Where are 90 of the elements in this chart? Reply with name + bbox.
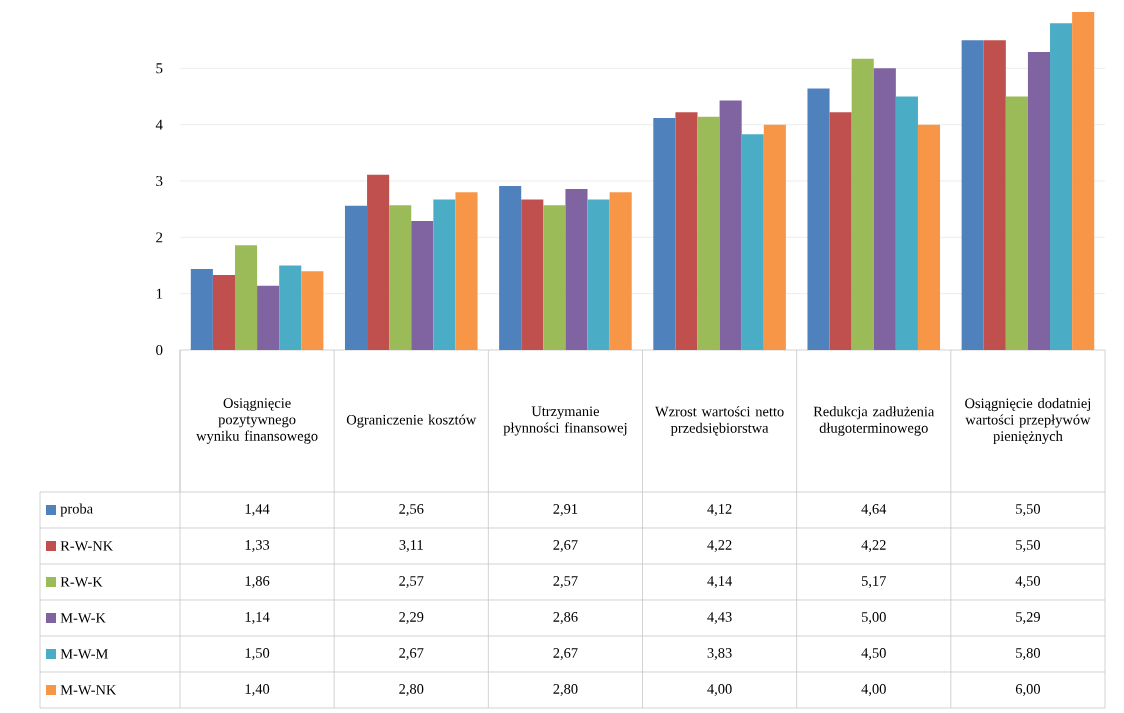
y-tick-label: 0 xyxy=(156,344,163,356)
data-label: 2,67 xyxy=(553,540,578,552)
bar xyxy=(301,271,324,350)
y-tick-label: 5 xyxy=(156,63,163,74)
data-label: 1,44 xyxy=(245,504,270,516)
bar xyxy=(1072,12,1095,350)
data-label: 5,17 xyxy=(861,576,886,588)
data-label: 1,86 xyxy=(245,576,270,588)
data-label: 5,29 xyxy=(1016,612,1040,624)
bar xyxy=(983,40,1006,350)
legend-label: proba xyxy=(60,503,93,517)
data-label: 4,00 xyxy=(861,684,886,696)
data-label: 5,00 xyxy=(861,612,886,624)
x-tick-label: Osiągnięcie dodatniej wartości przepływów pieniężnych xyxy=(965,397,1091,445)
data-label: 5,50 xyxy=(1016,504,1041,516)
bar xyxy=(235,245,258,350)
bar xyxy=(1005,96,1028,350)
y-tick-label: 4 xyxy=(155,119,163,130)
x-tick-label: Osiągnięcie pozytywnego wyniku finansowego xyxy=(196,398,318,444)
x-tick-label: Utrzymanie płynności finansowej xyxy=(503,406,627,436)
bar xyxy=(763,124,786,350)
bar xyxy=(257,285,280,350)
data-label: 2,80 xyxy=(553,684,578,696)
bar xyxy=(895,96,918,350)
data-label: 4,22 xyxy=(707,540,732,552)
bar xyxy=(675,112,698,350)
data-label: 2,56 xyxy=(399,504,424,516)
legend-label: M-W-NK xyxy=(60,685,117,695)
bar xyxy=(212,275,235,350)
legend-label: R-W-NK xyxy=(60,541,114,551)
bar xyxy=(653,117,676,350)
bar xyxy=(719,100,742,350)
legend-label: M-W-M xyxy=(60,649,108,659)
data-label: 4,64 xyxy=(861,504,887,516)
data-label: 1,50 xyxy=(245,648,270,660)
data-label: 2,29 xyxy=(399,612,424,624)
data-label: 4,22 xyxy=(861,540,886,552)
y-tick-label: 1 xyxy=(156,288,163,299)
bar xyxy=(433,199,456,350)
bar xyxy=(829,112,852,350)
data-label: 2,80 xyxy=(399,684,424,696)
data-label: 4,50 xyxy=(861,648,886,660)
bar xyxy=(609,192,632,350)
bar xyxy=(279,265,302,350)
bar xyxy=(1050,23,1073,350)
data-label: 2,86 xyxy=(553,612,578,624)
data-label: 4,43 xyxy=(707,612,732,624)
x-tick-label: Wzrost wartości netto przedsiębiorstwa xyxy=(655,406,784,436)
bar xyxy=(873,68,896,350)
bar xyxy=(499,186,522,350)
data-label: 2,67 xyxy=(553,648,578,660)
bar xyxy=(389,205,412,350)
data-label: 2,67 xyxy=(399,648,424,660)
bar xyxy=(411,220,434,350)
x-tick-label: Ograniczenie kosztów xyxy=(346,414,477,428)
bar xyxy=(190,268,213,350)
data-label: 5,50 xyxy=(1016,540,1041,552)
bar xyxy=(851,58,874,350)
bar xyxy=(344,205,368,350)
y-tick-label: 2 xyxy=(156,232,163,243)
bar xyxy=(697,116,720,350)
data-label: 2,91 xyxy=(553,504,578,516)
x-tick-label: Redukcja zadłużenia długoterminowego xyxy=(813,406,935,436)
data-label: 2,57 xyxy=(553,576,578,588)
data-label: 2,57 xyxy=(399,576,424,588)
data-label: 4,12 xyxy=(707,504,732,516)
bar xyxy=(565,188,588,350)
data-label: 4,50 xyxy=(1015,576,1041,588)
bar xyxy=(1027,52,1051,350)
data-label: 4,00 xyxy=(707,684,732,696)
bar xyxy=(807,88,830,350)
bar xyxy=(741,134,764,350)
legend-label: R-W-K xyxy=(60,577,103,587)
bar xyxy=(917,124,941,350)
legend-label: M-W-K xyxy=(60,613,106,623)
data-label: 1,33 xyxy=(245,540,270,552)
data-label: 3,83 xyxy=(707,648,732,660)
data-label: 6,00 xyxy=(1015,684,1041,696)
bar xyxy=(367,174,390,350)
bar xyxy=(543,205,566,350)
data-label: 5,80 xyxy=(1016,648,1041,660)
bar xyxy=(455,192,478,350)
data-label: 1,14 xyxy=(245,612,270,624)
bar xyxy=(587,199,610,350)
data-label: 1,40 xyxy=(245,684,270,696)
data-label: 3,11 xyxy=(399,540,423,552)
bar xyxy=(961,40,984,350)
bar xyxy=(521,199,544,350)
y-tick-label: 3 xyxy=(156,175,163,187)
data-label: 4,14 xyxy=(707,576,732,588)
